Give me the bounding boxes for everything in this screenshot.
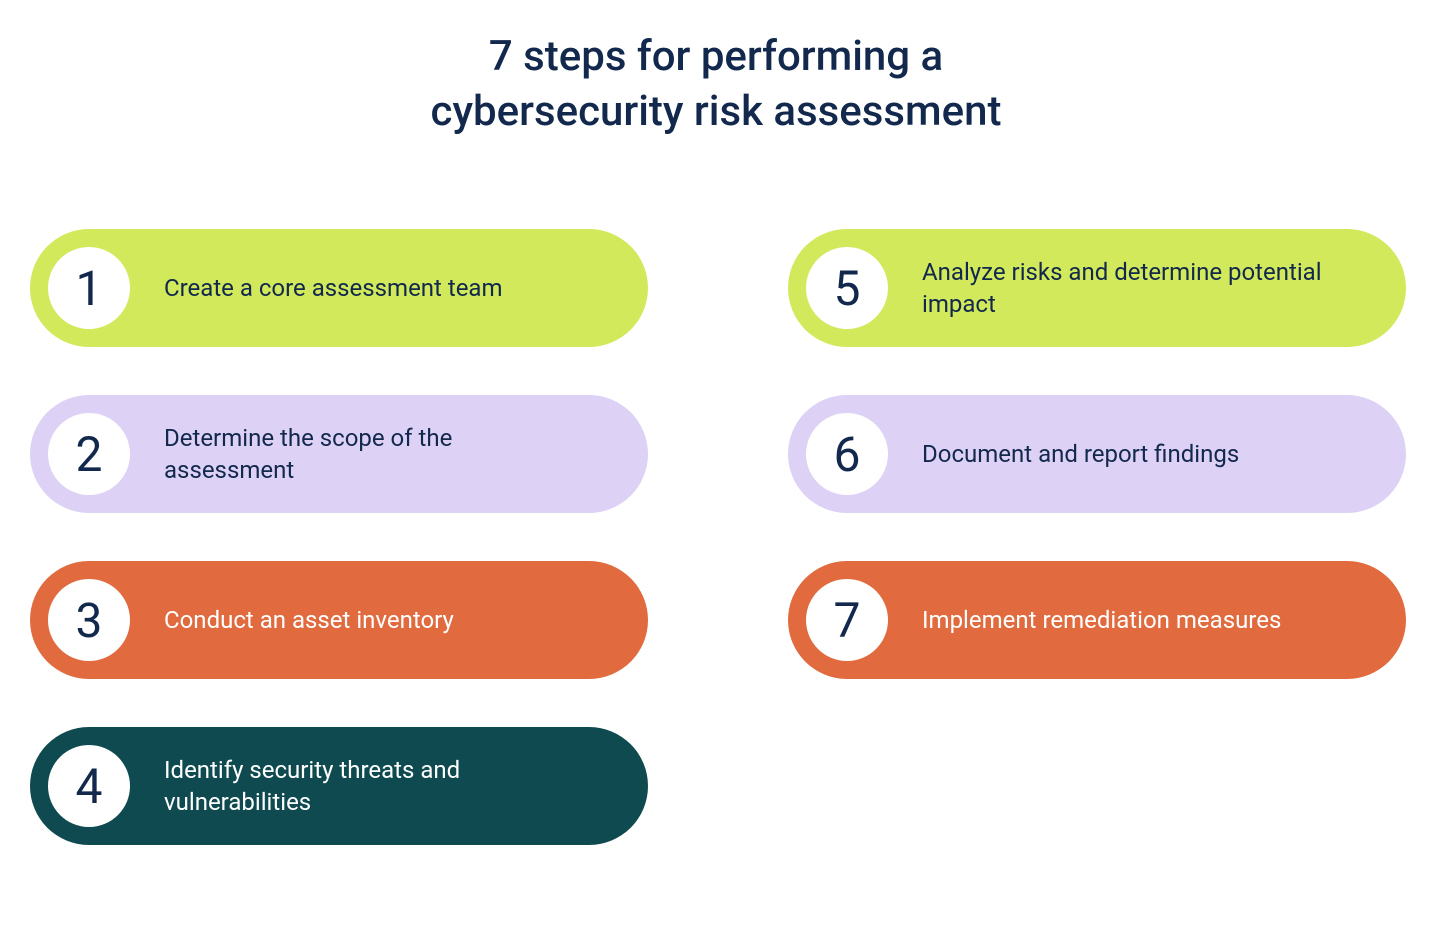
step-pill-3: 3 Conduct an asset inventory xyxy=(30,561,648,679)
step-pill-6: 6 Document and report findings xyxy=(788,395,1406,513)
step-label: Implement remediation measures xyxy=(922,604,1281,636)
step-number-circle: 1 xyxy=(48,247,130,329)
step-pill-2: 2 Determine the scope of the assessment xyxy=(30,395,648,513)
title-line-1: 7 steps for performing a xyxy=(489,32,943,81)
step-pill-7: 7 Implement remediation measures xyxy=(788,561,1406,679)
step-pill-4: 4 Identify security threats and vulnerabi… xyxy=(30,727,648,845)
columns-container: 1 Create a core assessment team 2 Determine… xyxy=(30,229,1402,845)
step-pill-5: 5 Analyze risks and determine potential i… xyxy=(788,229,1406,347)
step-label: Create a core assessment team xyxy=(164,272,503,304)
step-label: Determine the scope of the assessment xyxy=(164,422,564,487)
right-column: 5 Analyze risks and determine potential i… xyxy=(788,229,1406,845)
step-label: Conduct an asset inventory xyxy=(164,604,454,636)
main-title: 7 steps for performing a cybersecurity r… xyxy=(30,30,1402,139)
left-column: 1 Create a core assessment team 2 Determine… xyxy=(30,229,648,845)
step-number-circle: 2 xyxy=(48,413,130,495)
step-label: Analyze risks and determine potential im… xyxy=(922,256,1322,321)
step-number-circle: 4 xyxy=(48,745,130,827)
step-number-circle: 5 xyxy=(806,247,888,329)
step-pill-1: 1 Create a core assessment team xyxy=(30,229,648,347)
step-number-circle: 3 xyxy=(48,579,130,661)
step-number-circle: 7 xyxy=(806,579,888,661)
title-line-2: cybersecurity risk assessment xyxy=(431,87,1002,136)
step-label: Identify security threats and vulnerabil… xyxy=(164,754,564,819)
step-label: Document and report findings xyxy=(922,438,1239,470)
step-number-circle: 6 xyxy=(806,413,888,495)
